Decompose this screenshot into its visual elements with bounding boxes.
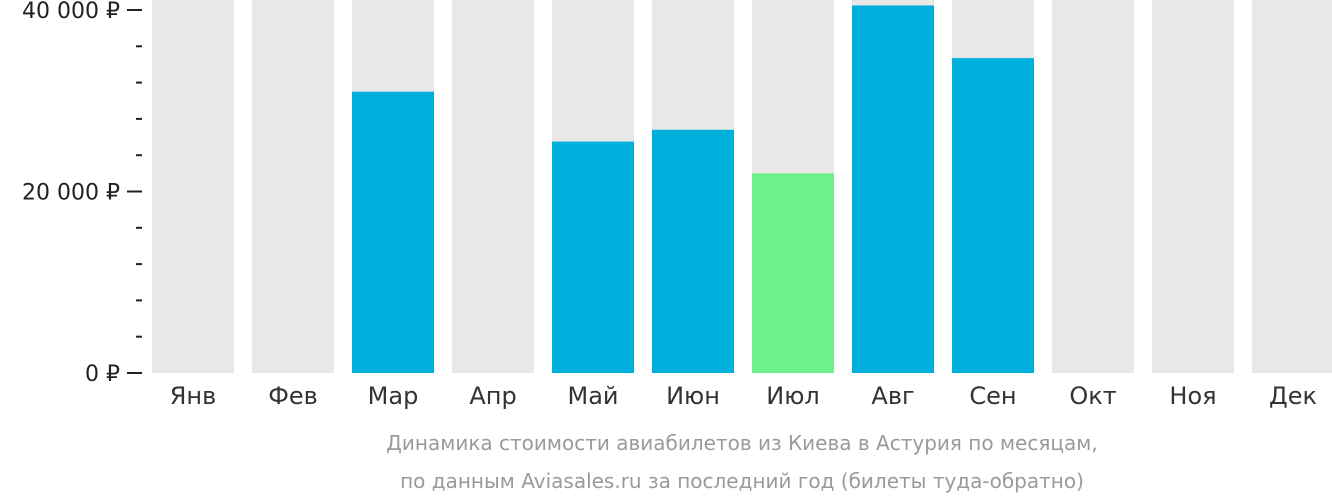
background-column — [1252, 0, 1332, 373]
x-axis-labels: Янв Фев Мар Апр Май Июн Июл Авг Сен Окт Ноя Дек — [170, 382, 1317, 410]
background-column — [452, 0, 534, 373]
bar-5 — [652, 129, 734, 373]
background-column — [1152, 0, 1234, 373]
x-tick-label: Окт — [1069, 382, 1116, 410]
x-tick-label: Апр — [469, 382, 516, 410]
bar-4 — [552, 141, 634, 373]
x-tick-label: Мар — [368, 382, 419, 410]
background-column — [1052, 0, 1134, 373]
x-tick-label: Авг — [871, 382, 914, 410]
x-tick-label: Дек — [1269, 382, 1317, 410]
background-column — [152, 0, 234, 373]
x-tick-label: Янв — [170, 382, 217, 410]
bar-2 — [352, 91, 434, 374]
bar-8 — [952, 58, 1034, 373]
chart-subtitle: по данным Aviasales.ru за последний год … — [400, 469, 1084, 493]
x-tick-label: Ноя — [1169, 382, 1216, 410]
price-bar-chart: 0 ₽ 20 000 ₽ 40 000 ₽ Янв Фев Мар Апр Май Июн Ию… — [22, 0, 1332, 410]
bars — [352, 5, 1034, 374]
chart-title: Динамика стоимости авиабилетов из Киева … — [386, 431, 1098, 455]
x-tick-label: Июн — [666, 382, 720, 410]
x-tick-label: Июл — [766, 382, 820, 410]
x-tick-label: Май — [567, 382, 618, 410]
y-axis: 0 ₽ 20 000 ₽ 40 000 ₽ — [22, 0, 142, 387]
y-tick-label: 40 000 ₽ — [22, 0, 120, 24]
y-tick-label: 20 000 ₽ — [22, 181, 120, 206]
y-tick-label: 0 ₽ — [85, 362, 120, 387]
bar-7 — [852, 5, 934, 374]
bar-6 — [752, 173, 834, 373]
background-column — [252, 0, 334, 373]
x-tick-label: Фев — [268, 382, 318, 410]
x-tick-label: Сен — [969, 382, 1016, 410]
background-columns — [152, 0, 1332, 373]
